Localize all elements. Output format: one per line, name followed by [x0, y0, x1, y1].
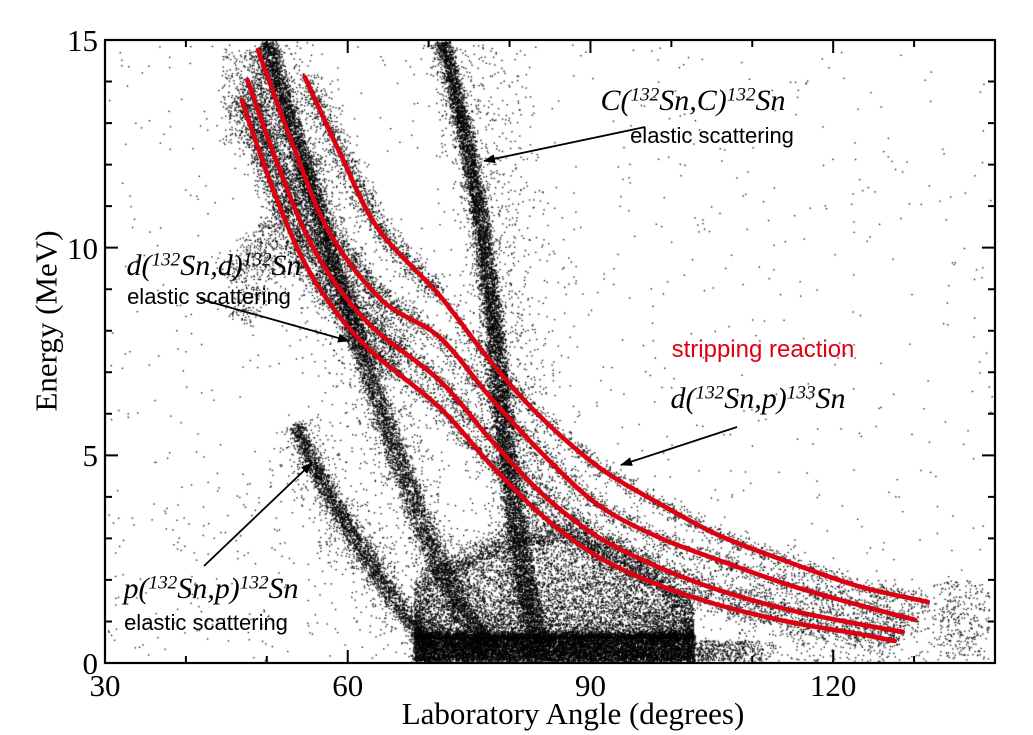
p-elastic-arrow [203, 462, 313, 567]
stripping-curve-2 [255, 47, 918, 623]
stripping-curve-1 [302, 74, 931, 605]
stripping-curve-3 [245, 77, 906, 635]
d-stripping-arrow [620, 426, 738, 466]
stripping-curve-4 [239, 97, 897, 644]
plot-frame [103, 38, 997, 665]
axis-ticks [104, 39, 995, 664]
c-elastic-arrow [483, 126, 646, 164]
d-elastic-arrow [199, 298, 350, 343]
